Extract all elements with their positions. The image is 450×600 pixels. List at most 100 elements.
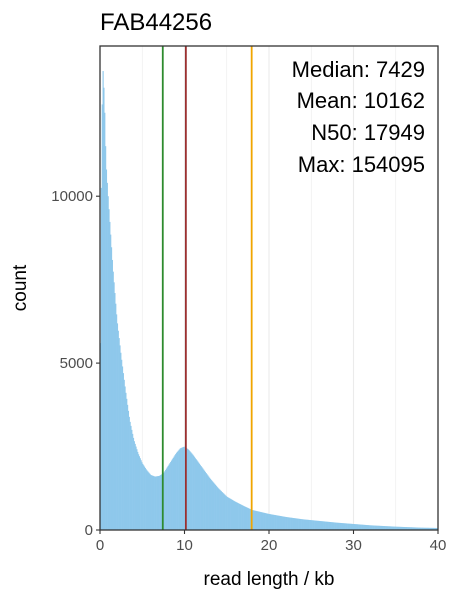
histogram-bar: [418, 527, 420, 530]
histogram-bar: [225, 496, 228, 530]
histogram-bar: [114, 293, 116, 530]
histogram-bar: [270, 514, 272, 530]
histogram-bar: [307, 519, 309, 530]
histogram-bar: [426, 527, 428, 530]
histogram-bar: [230, 499, 233, 530]
histogram-bar: [176, 452, 178, 530]
histogram-bar: [123, 379, 125, 530]
histogram-bar: [376, 525, 378, 530]
histogram-bar: [312, 520, 315, 530]
histogram-bar: [412, 527, 414, 530]
histogram-bar: [323, 521, 325, 530]
histogram-bar: [261, 512, 263, 530]
histogram-bar: [312, 520, 314, 530]
histogram-bar: [433, 527, 435, 530]
histogram-bar: [104, 112, 106, 531]
histogram-bar: [171, 459, 173, 530]
histogram-bar: [256, 511, 258, 530]
histogram-bar: [337, 522, 339, 530]
histogram-bar: [192, 454, 194, 530]
histogram-bar: [227, 497, 229, 530]
histogram-bar: [354, 524, 356, 530]
histogram-bar: [119, 345, 121, 530]
histogram-bar: [159, 475, 162, 530]
histogram-bar: [320, 521, 322, 530]
histogram-bar: [357, 524, 359, 530]
histogram-bar: [180, 448, 182, 530]
histogram-bar: [351, 523, 353, 530]
histogram-bar: [241, 504, 243, 530]
histogram-bar: [137, 451, 139, 530]
histogram-bar: [217, 487, 219, 530]
histogram-bar: [127, 410, 130, 530]
histogram-bar: [340, 523, 342, 530]
histogram-bar: [378, 525, 380, 530]
histogram-bar: [286, 517, 288, 530]
histogram-bar: [101, 104, 103, 531]
histogram-bar: [395, 526, 397, 530]
histogram-bar: [258, 511, 260, 530]
histogram-bar: [360, 524, 362, 530]
histogram-bar: [335, 522, 337, 530]
histogram-bar: [214, 484, 217, 530]
histogram-bar: [129, 421, 131, 530]
histogram-bar: [429, 527, 431, 530]
histogram-bar: [330, 522, 332, 530]
histogram-bar: [212, 481, 214, 530]
histogram-bar: [110, 247, 113, 531]
histogram-bar: [147, 471, 149, 530]
histogram-bar: [398, 526, 400, 530]
histogram-bar: [305, 519, 307, 530]
x-axis-ticks: 0 10 20 30 40: [96, 530, 446, 554]
histogram-bar: [236, 502, 238, 530]
histogram-bar: [202, 468, 204, 530]
histogram-bar: [142, 463, 144, 530]
histogram-bar: [388, 526, 391, 530]
histogram-bar: [166, 467, 168, 530]
histogram-bar: [318, 520, 320, 530]
histogram-bar: [430, 527, 432, 530]
histogram-bar: [151, 475, 153, 530]
histogram-bar: [386, 526, 388, 530]
histogram-bar: [143, 466, 146, 530]
histogram-bar: [269, 514, 271, 530]
histogram-bar: [152, 475, 154, 530]
histogram-bar: [303, 519, 305, 530]
histogram-bar: [236, 502, 239, 530]
histogram-bar: [194, 457, 196, 530]
histogram-bar: [234, 501, 236, 530]
histogram-bar: [226, 496, 228, 530]
histogram-bar: [401, 526, 403, 530]
histogram-bar: [274, 514, 276, 530]
x-tick-label: 0: [96, 537, 104, 554]
histogram-bar: [277, 515, 279, 530]
histogram-bar: [138, 456, 141, 530]
histogram-bar: [420, 527, 422, 530]
histogram-bar: [304, 519, 306, 530]
histogram-bar: [215, 485, 217, 530]
histogram-bar: [282, 516, 284, 530]
histogram-bar: [100, 187, 102, 531]
histogram-bar: [285, 517, 288, 530]
histogram-bar: [198, 463, 201, 530]
histogram-bar: [214, 483, 216, 530]
histogram-bar: [102, 71, 104, 530]
histogram-bar: [364, 524, 366, 530]
stat-n50-label: N50: 17949: [311, 120, 425, 145]
histogram-bar: [324, 521, 326, 530]
histogram-bar: [348, 523, 350, 530]
histogram-bar: [224, 494, 226, 530]
histogram-bar: [379, 525, 381, 530]
histogram-bar: [241, 505, 244, 530]
histogram-bar: [219, 490, 222, 530]
histogram-bar: [345, 523, 347, 530]
chart-title: FAB44256: [100, 9, 212, 36]
histogram-bar: [164, 471, 166, 530]
histogram-bar: [260, 512, 262, 530]
histogram-bar: [343, 523, 345, 530]
histogram-bar: [176, 451, 179, 530]
histogram-bar: [146, 470, 148, 530]
histogram-bar: [275, 515, 277, 530]
histogram-bar: [415, 527, 417, 530]
histogram-bar: [377, 525, 379, 530]
